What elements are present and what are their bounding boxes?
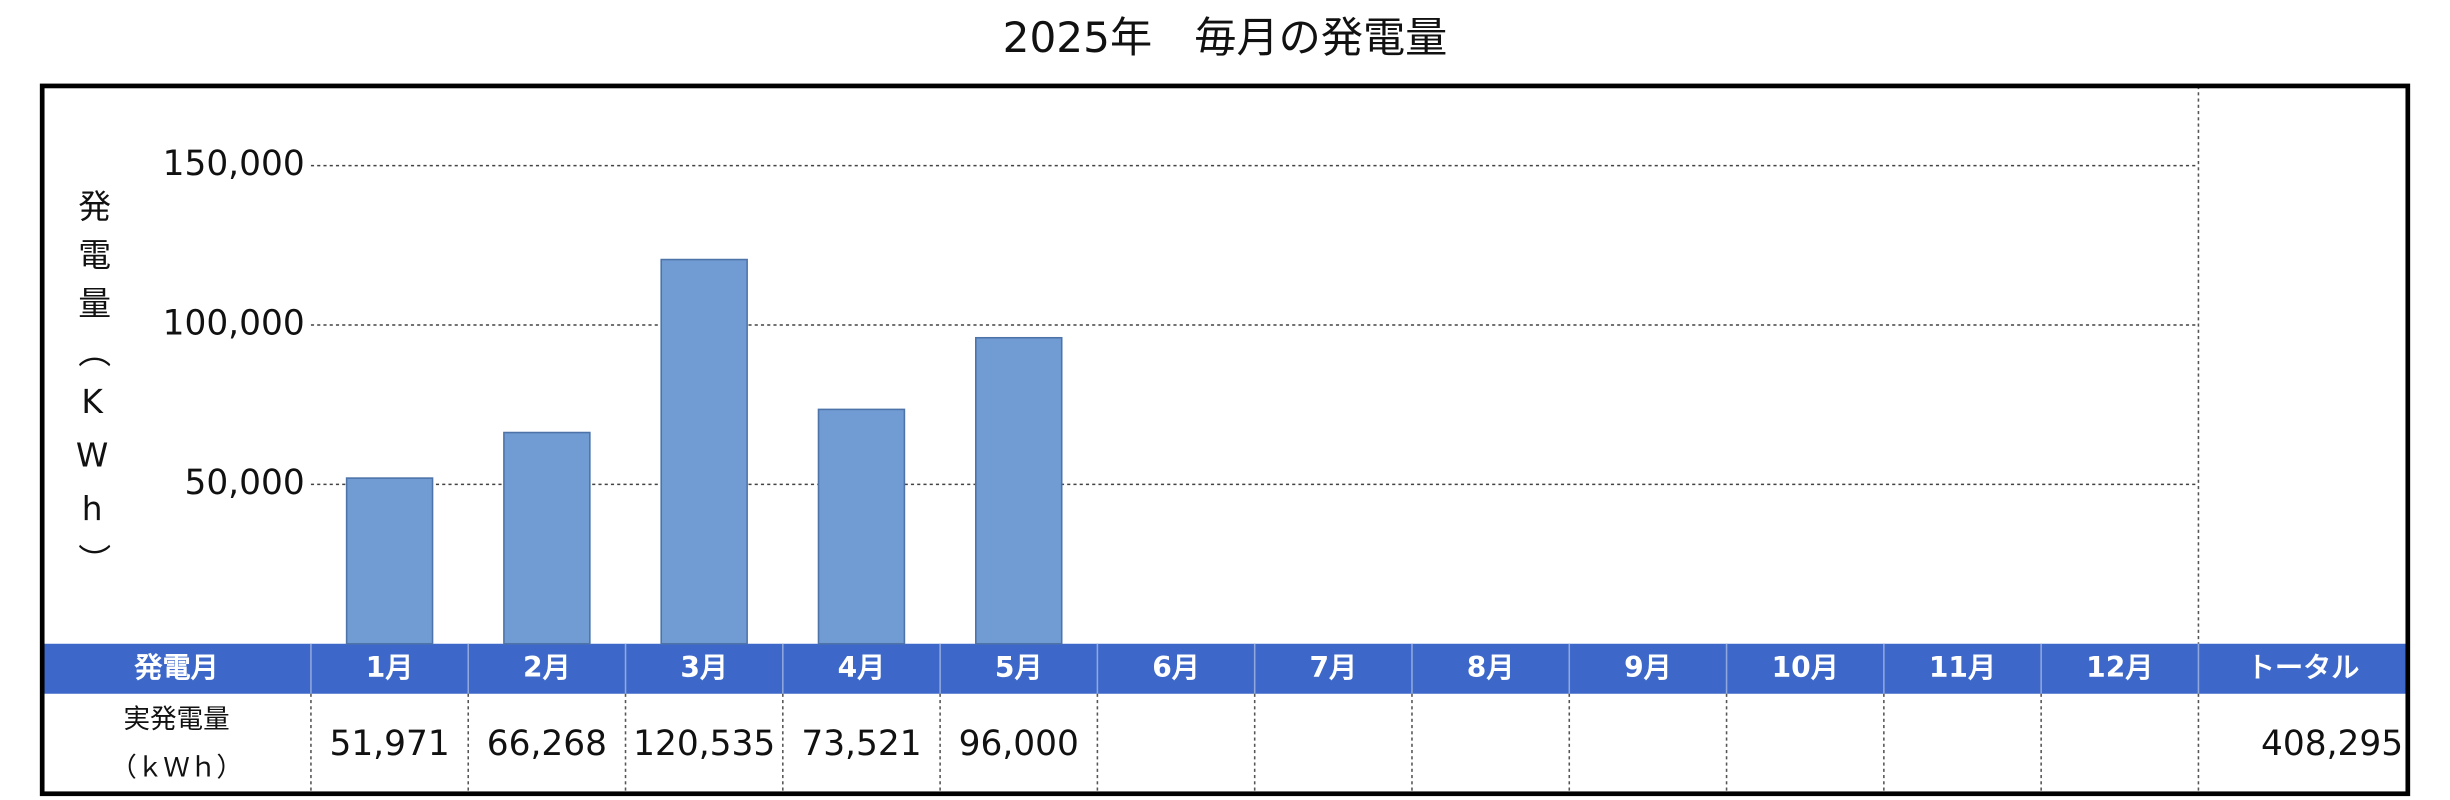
- frame: [39, 83, 2411, 797]
- total-value: 408,295: [2261, 724, 2403, 764]
- bar: [345, 477, 434, 645]
- row-label: 実発電量: [123, 704, 229, 735]
- bar: [503, 431, 591, 645]
- row-label: （ｋＷｈ）: [110, 752, 243, 783]
- y-axis-label: 発電量（KWh）: [73, 189, 111, 592]
- x-tick-label: 10月: [1772, 651, 1839, 684]
- total-header: トータル: [2247, 651, 2359, 684]
- x-tick-label: 9月: [1624, 651, 1672, 684]
- x-tick-label: 3月: [680, 651, 728, 684]
- value-label: 73,521: [801, 724, 921, 764]
- x-tick-label: 4月: [838, 651, 886, 684]
- x-tick-label: 12月: [2086, 651, 2153, 684]
- bar: [817, 408, 906, 645]
- y-tick-label: 50,000: [184, 463, 304, 503]
- x-tick-label: 7月: [1309, 651, 1357, 684]
- header-label: 発電月: [133, 651, 218, 684]
- y-tick-label: 100,000: [163, 304, 305, 344]
- value-label: 96,000: [959, 724, 1079, 764]
- x-tick-label: 8月: [1467, 651, 1515, 684]
- x-tick-label: 2月: [523, 651, 571, 684]
- header-row: [310, 643, 2408, 694]
- value-label: 51,971: [329, 724, 449, 764]
- x-tick-label: 6月: [1152, 651, 1200, 684]
- x-tick-label: 11月: [1929, 651, 1996, 684]
- bar: [975, 336, 1063, 645]
- value-label: 120,535: [633, 724, 775, 764]
- header-cell: [42, 643, 311, 694]
- y-tick-label: 150,000: [163, 144, 305, 184]
- x-tick-label: 5月: [995, 651, 1043, 684]
- bar: [660, 258, 748, 645]
- x-tick-label: 1月: [366, 651, 414, 684]
- chart-title: 2025年 毎月の発電量: [1003, 13, 1448, 62]
- value-label: 66,268: [487, 724, 607, 764]
